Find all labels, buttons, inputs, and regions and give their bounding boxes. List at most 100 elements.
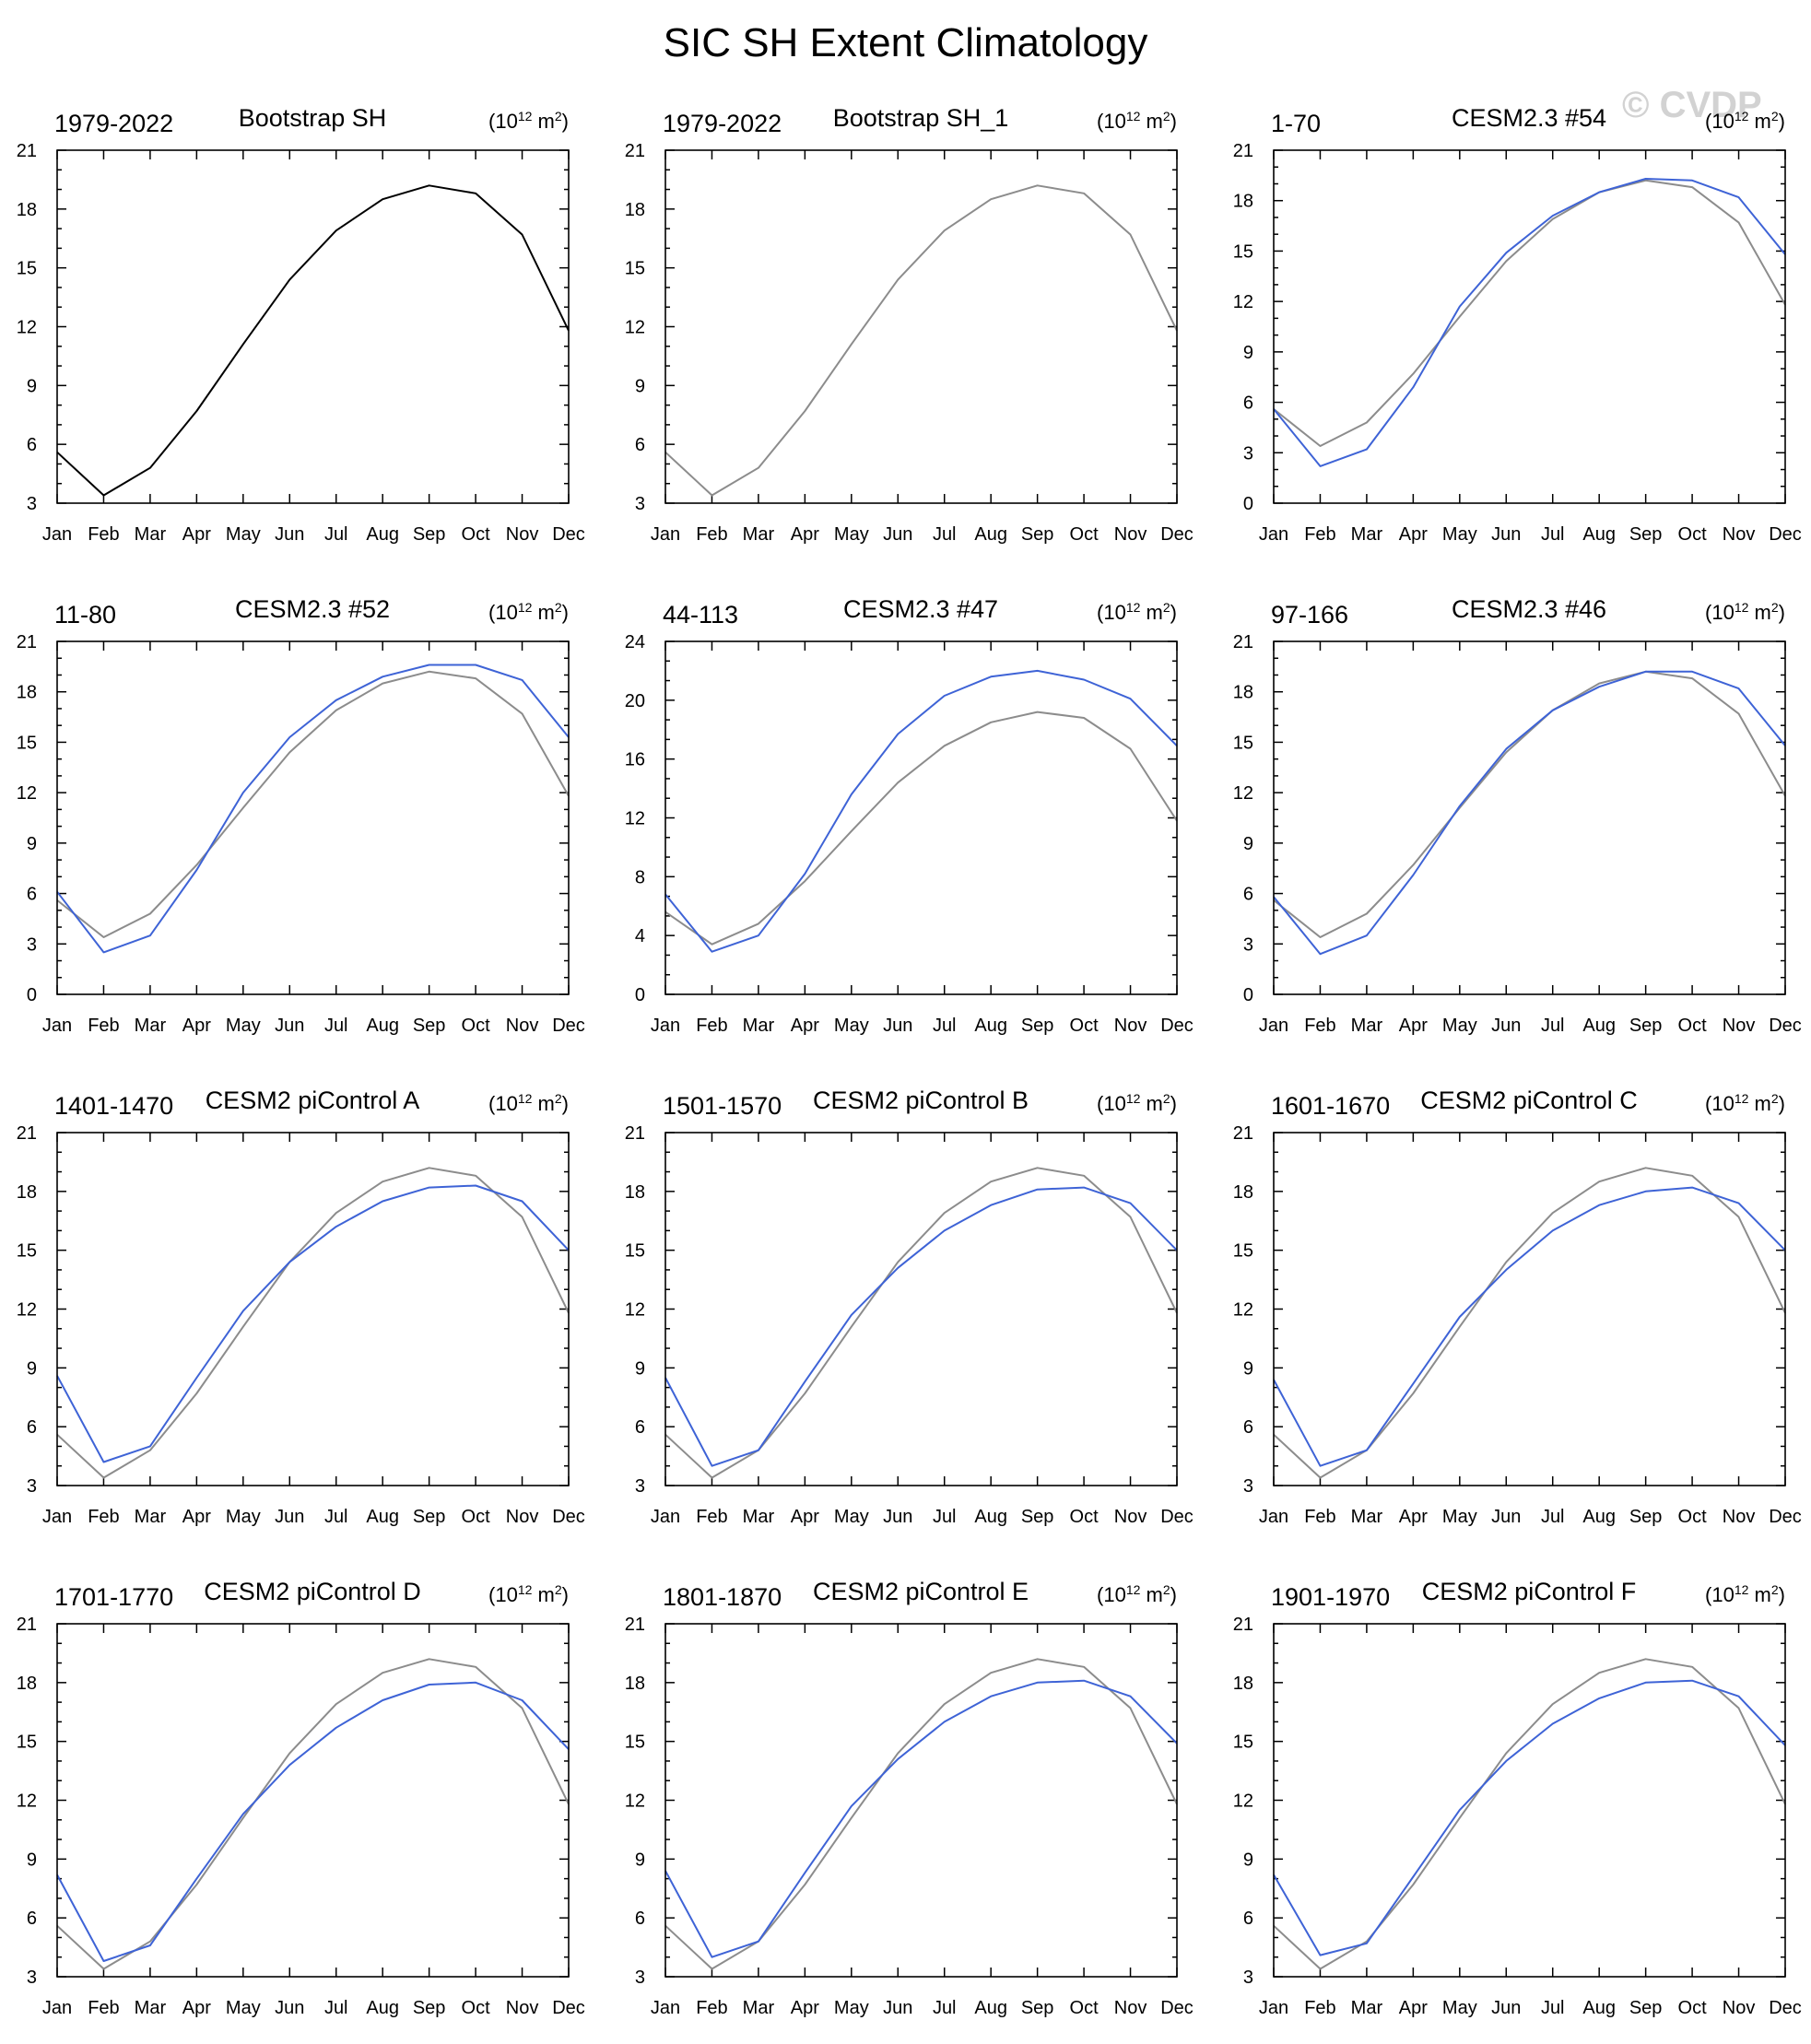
units-exponent: 2 <box>1771 109 1779 123</box>
units-exponent: 2 <box>1771 1091 1779 1106</box>
x-tick-label: Dec <box>1160 1507 1194 1527</box>
x-tick-label: Oct <box>462 1998 491 2018</box>
y-tick-label: 15 <box>17 1241 37 1262</box>
x-tick-label: Nov <box>1114 1507 1147 1527</box>
x-tick-label: Sep <box>413 524 446 545</box>
x-tick-label: Aug <box>1582 1507 1616 1527</box>
y-tick-label: 18 <box>17 683 37 703</box>
x-tick-label: Jan <box>651 1016 680 1036</box>
x-tick-label: Jul <box>1541 524 1565 545</box>
units-text: (10 <box>1097 601 1126 624</box>
series-line-model <box>1273 1186 1786 1467</box>
units-label: (1012 m2) <box>488 600 569 624</box>
x-tick-label: Jul <box>324 1998 348 2018</box>
x-tick-label: Jan <box>42 1016 72 1036</box>
series-line-observed_overlay <box>664 1167 1178 1479</box>
units-text: (10 <box>1097 110 1126 133</box>
y-tick-label: 6 <box>27 885 37 905</box>
units-text: ) <box>1170 1583 1177 1606</box>
panel-period: 1801-1870 <box>663 1583 782 1611</box>
y-tick-label: 9 <box>27 376 37 396</box>
x-tick-label: May <box>226 1016 261 1036</box>
panel-title: CESM2 piControl B <box>813 1087 1029 1114</box>
plot-frame <box>664 1132 1178 1486</box>
units-text: ) <box>1779 110 1785 133</box>
x-tick-label: Jan <box>651 524 680 545</box>
chart-panel: 11-80 CESM2.3 #52 (1012 m2)036912151821Jan… <box>17 595 585 1036</box>
units-exponent: 12 <box>1735 1582 1749 1597</box>
panel-period: 1601-1670 <box>1271 1092 1390 1120</box>
y-tick-label: 15 <box>1233 1733 1253 1753</box>
series-line-observed_overlay <box>56 1167 570 1479</box>
x-tick-label: Apr <box>791 1507 819 1527</box>
y-tick-label: 24 <box>625 632 645 652</box>
panel-title: CESM2 piControl F <box>1422 1578 1637 1605</box>
units-exponent: 2 <box>1163 109 1170 123</box>
panel-period: 1-70 <box>1271 110 1321 137</box>
x-tick-label: Feb <box>88 1998 119 2018</box>
units-exponent: 12 <box>518 109 533 123</box>
y-tick-label: 12 <box>1233 292 1253 312</box>
x-tick-label: Aug <box>366 524 399 545</box>
units-text: (10 <box>1705 1583 1735 1606</box>
chart-panel: 1979-2022 Bootstrap SH_1 (1012 m2)36912151… <box>625 104 1194 545</box>
y-tick-label: 6 <box>1243 394 1253 414</box>
y-tick-label: 18 <box>625 1674 645 1694</box>
panel-title: CESM2 piControl A <box>206 1087 420 1114</box>
panel-title: CESM2 piControl D <box>204 1578 421 1605</box>
x-tick-label: Dec <box>552 524 585 545</box>
plot-frame <box>56 149 570 504</box>
series-line-observed_overlay <box>1273 1658 1786 1970</box>
y-tick-label: 9 <box>1243 343 1253 363</box>
y-tick-label: 0 <box>1243 494 1253 514</box>
x-tick-label: Apr <box>791 1998 819 2018</box>
y-tick-label: 12 <box>625 1791 645 1812</box>
y-tick-label: 18 <box>17 1674 37 1694</box>
units-label: (1012 m2) <box>1097 109 1177 133</box>
y-tick-label: 21 <box>17 141 37 161</box>
x-tick-label: Nov <box>506 1998 539 2018</box>
x-tick-label: Apr <box>1399 1507 1428 1527</box>
panel-title: CESM2.3 #54 <box>1452 104 1606 132</box>
y-tick-label: 15 <box>1233 1241 1253 1262</box>
x-tick-label: Apr <box>791 524 819 545</box>
y-tick-label: 3 <box>1243 1968 1253 1988</box>
units-exponent: 2 <box>555 109 562 123</box>
x-tick-label: Oct <box>1678 524 1708 545</box>
x-tick-label: Nov <box>1114 524 1147 545</box>
panel-period: 1401-1470 <box>54 1092 173 1120</box>
units-text: m <box>532 110 554 133</box>
units-label: (1012 m2) <box>1705 1091 1785 1115</box>
x-tick-label: Mar <box>743 524 775 545</box>
series-line-observed_overlay <box>1273 179 1786 447</box>
y-tick-label: 0 <box>1243 985 1253 1005</box>
y-tick-label: 18 <box>1233 1182 1253 1203</box>
x-tick-label: May <box>226 524 261 545</box>
y-tick-label: 6 <box>635 1417 645 1438</box>
y-tick-label: 6 <box>1243 885 1253 905</box>
x-tick-label: Oct <box>1070 524 1100 545</box>
x-tick-label: Mar <box>135 1998 167 2018</box>
x-tick-label: Aug <box>974 1998 1007 2018</box>
units-text: m <box>1140 1583 1162 1606</box>
panel-title: Bootstrap SH <box>239 104 387 132</box>
x-tick-label: Apr <box>1399 1998 1428 2018</box>
units-exponent: 2 <box>1163 1582 1170 1597</box>
watermark: © CVDP <box>1622 85 1762 125</box>
x-tick-label: Mar <box>743 1998 775 2018</box>
y-tick-label: 6 <box>1243 1909 1253 1929</box>
x-tick-label: Jul <box>1541 1998 1565 2018</box>
units-label: (1012 m2) <box>1097 1582 1177 1606</box>
plot-frame <box>1273 1132 1786 1486</box>
panel-period: 11-80 <box>54 601 116 628</box>
x-tick-label: May <box>1442 1998 1477 2018</box>
y-tick-label: 12 <box>1233 783 1253 804</box>
x-tick-label: Feb <box>88 1016 119 1036</box>
y-tick-label: 12 <box>17 1300 37 1321</box>
units-text: ) <box>1170 601 1177 624</box>
plot-frame <box>1273 1623 1786 1978</box>
x-tick-label: Oct <box>1678 1998 1708 2018</box>
x-tick-label: Feb <box>1304 524 1335 545</box>
x-tick-label: Sep <box>1021 1016 1054 1036</box>
